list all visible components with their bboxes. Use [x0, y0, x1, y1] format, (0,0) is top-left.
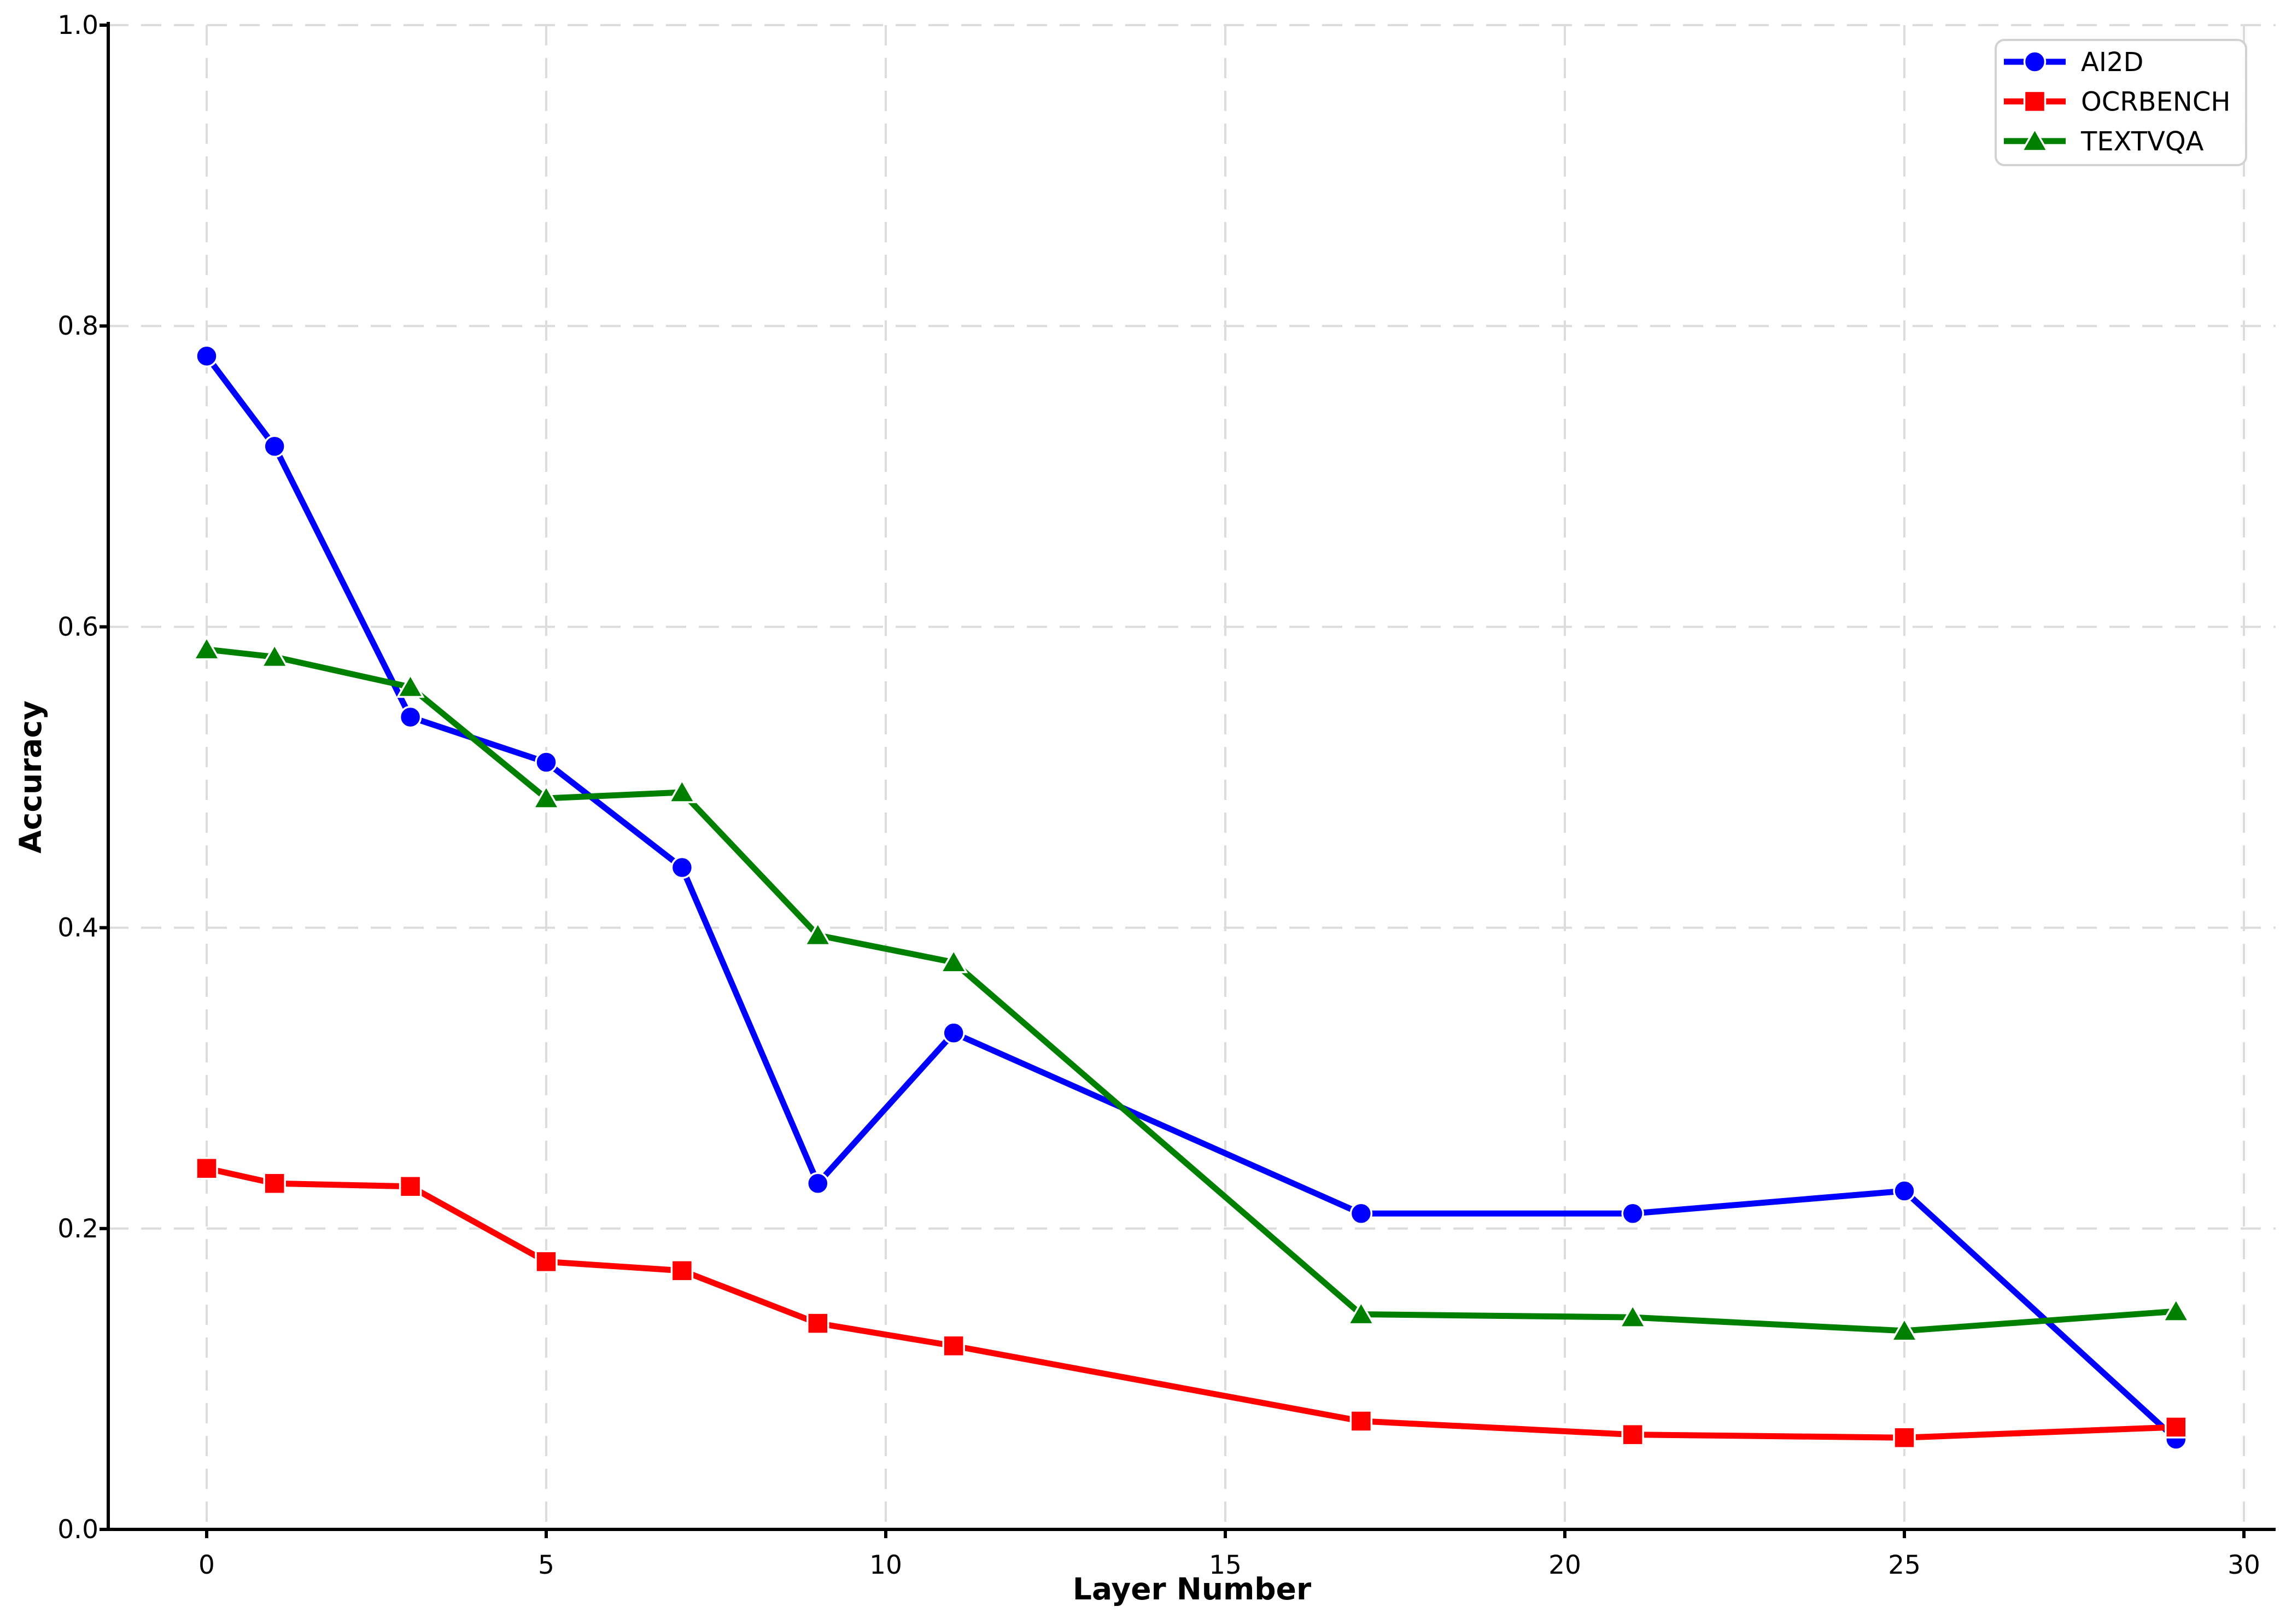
y-tick-label: 0.6 [57, 612, 98, 642]
series-textvqa [192, 635, 2190, 1342]
x-tick-label: 0 [198, 1550, 215, 1580]
marker-ocrbench [942, 1334, 965, 1358]
marker-ai2d [942, 1021, 965, 1044]
marker-ai2d [263, 435, 286, 458]
marker-ocrbench [195, 1157, 218, 1180]
y-tick-label: 1.0 [57, 10, 98, 40]
marker-ai2d [1621, 1202, 1644, 1225]
marker-ocrbench [2165, 1416, 2188, 1439]
marker-ocrbench [1621, 1423, 1644, 1446]
legend-box [1995, 39, 2247, 166]
marker-ocrbench [1893, 1426, 1916, 1449]
series-line-ai2d [203, 353, 2179, 1442]
marker-ocrbench [1349, 1410, 1373, 1433]
marker-textvqa [803, 921, 832, 947]
series-line-ocrbench [203, 1165, 2179, 1441]
marker-textvqa [260, 642, 289, 668]
x-tick-label: 5 [538, 1550, 554, 1580]
x-tick-label: 30 [2228, 1550, 2260, 1580]
marker-textvqa [668, 778, 697, 803]
marker-textvqa [396, 673, 425, 698]
grid-layer [108, 24, 2276, 1530]
marker-ocrbench [806, 1312, 829, 1335]
marker-ai2d [1349, 1202, 1373, 1225]
marker-ocrbench [399, 1175, 422, 1198]
y-tick-label: 0.8 [57, 311, 98, 341]
marker-textvqa [2161, 1297, 2190, 1322]
marker-ocrbench [670, 1259, 694, 1282]
marker-ai2d [670, 856, 694, 879]
legend-label: TEXTVQA [2080, 126, 2204, 157]
x-tick-label: 25 [1888, 1550, 1921, 1580]
y-tick-label: 0.4 [57, 913, 98, 943]
marker-ai2d [806, 1172, 829, 1195]
marker-ocrbench [535, 1250, 558, 1274]
x-tick-label: 20 [1548, 1550, 1581, 1580]
marker-textvqa [531, 784, 561, 809]
legend-item-textvqa: TEXTVQA [2004, 126, 2204, 157]
legend-square-icon [2023, 90, 2047, 113]
y-axis-title: Accuracy [13, 700, 48, 854]
legend-item-ai2d: AI2D [2004, 47, 2144, 78]
marker-textvqa [1618, 1303, 1647, 1328]
legend-label: AI2D [2081, 47, 2144, 78]
x-axis-title: Layer Number [1073, 1572, 1311, 1607]
legend-label: OCRBENCH [2081, 87, 2230, 118]
marker-textvqa [1890, 1317, 1919, 1342]
x-tick-label: 15 [1209, 1550, 1242, 1580]
marker-ocrbench [263, 1172, 286, 1195]
legend-circle-icon [2023, 50, 2047, 73]
legend-item-ocrbench: OCRBENCH [2004, 87, 2230, 118]
marker-textvqa [192, 635, 221, 661]
marker-textvqa [939, 948, 968, 973]
marker-ai2d [535, 751, 558, 774]
marker-ai2d [1893, 1179, 1916, 1202]
y-tick-label: 0.0 [57, 1515, 98, 1545]
legend: AI2D OCRBENCH TEXTVQA [1995, 39, 2247, 166]
series-ai2d [195, 344, 2188, 1451]
series-ocrbench [195, 1157, 2188, 1449]
y-tick-label: 0.2 [57, 1214, 98, 1244]
series-layer [192, 344, 2190, 1451]
x-tick-label: 10 [869, 1550, 902, 1580]
marker-textvqa [1347, 1300, 1376, 1325]
marker-ai2d [195, 344, 218, 367]
legend-triangle-icon [2020, 127, 2049, 152]
axes-layer [100, 22, 2276, 1538]
tick-label-layer: 0 5 10 15 20 25 30 0.0 0.2 0.4 0.6 0.8 1.0 [57, 10, 2260, 1580]
marker-ai2d [399, 705, 422, 729]
